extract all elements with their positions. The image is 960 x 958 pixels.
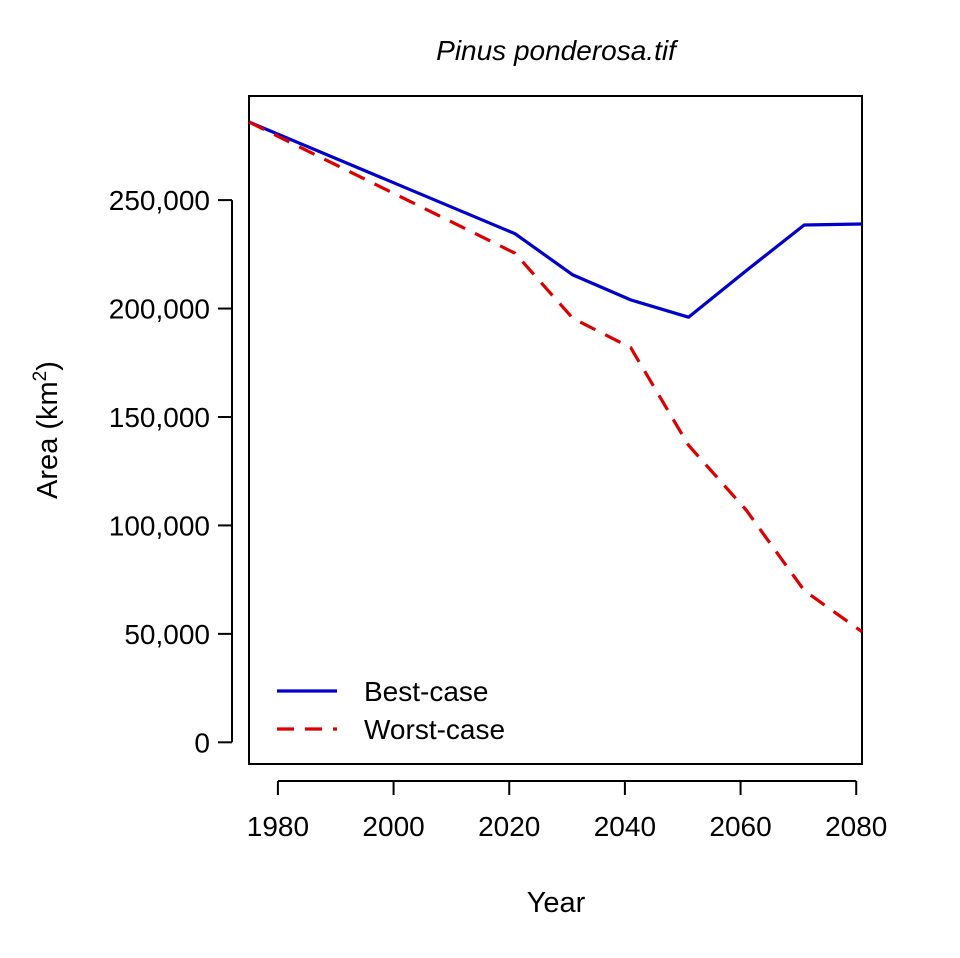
series-line-worst-case xyxy=(248,120,863,634)
y-tick-label: 200,000 xyxy=(109,294,210,325)
y-tick-label: 250,000 xyxy=(109,185,210,216)
x-axis-title: Year xyxy=(527,887,586,919)
y-axis-title-superscript: 2 xyxy=(30,371,51,382)
x-axis: 1980 2000 2020 2040 2060 2080 xyxy=(247,780,887,842)
y-tick-label: 50,000 xyxy=(124,619,210,650)
plot-frame xyxy=(248,95,863,765)
legend-label: Worst-case xyxy=(364,714,505,745)
legend: Best-case Worst-case xyxy=(277,676,505,745)
y-axis-title-close: ) xyxy=(32,361,64,371)
x-tick-label: 2080 xyxy=(825,811,887,842)
y-tick-label: 100,000 xyxy=(109,510,210,541)
x-tick-label: 1980 xyxy=(247,811,309,842)
x-tick-label: 2020 xyxy=(478,811,540,842)
chart-title: Pinus ponderosa.tif xyxy=(436,35,679,66)
legend-label: Best-case xyxy=(364,676,489,707)
y-axis-title: Area (km2) xyxy=(30,361,64,499)
series-layer xyxy=(248,120,863,634)
y-axis-title-main: Area (km xyxy=(32,381,64,499)
y-tick-label: 150,000 xyxy=(109,402,210,433)
y-tick-label: 0 xyxy=(194,727,210,758)
series-line-best-case xyxy=(248,120,863,319)
x-tick-label: 2000 xyxy=(362,811,424,842)
y-axis: 0 50,000 100,000 150,000 200,000 250,000 xyxy=(109,185,233,758)
x-tick-label: 2040 xyxy=(594,811,656,842)
x-tick-label: 2060 xyxy=(709,811,771,842)
